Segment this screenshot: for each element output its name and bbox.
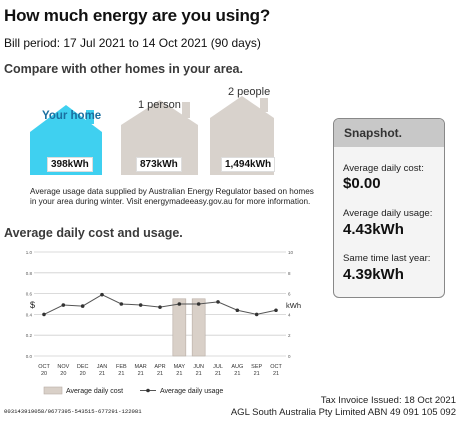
- left-tick-label: 0.2: [26, 333, 33, 338]
- left-tick-label: 0.0: [26, 354, 33, 359]
- x-tick-label-month: OCT: [270, 364, 282, 370]
- cost-bar: [172, 298, 187, 357]
- snapshot-cost-value: $0.00: [343, 175, 381, 192]
- snapshot-usage-value: 4.43kWh: [343, 221, 404, 238]
- usage-point: [216, 300, 220, 304]
- usage-note: Average usage data supplied by Australia…: [30, 187, 314, 207]
- barcode-text: 003143919058/0677395-543515-677291-12208…: [4, 408, 142, 415]
- legend-cost-swatch: [43, 386, 63, 395]
- x-tick-label-month: MAR: [135, 364, 147, 370]
- snapshot-last-year-value: 4.39kWh: [343, 266, 404, 283]
- x-tick-label-month: OCT: [38, 364, 50, 370]
- x-tick-label-year: 21: [234, 371, 240, 377]
- usage-point: [177, 302, 182, 306]
- tax-invoice-date: Tax Invoice Issued: 18 Oct 2021: [320, 395, 456, 406]
- usage-point: [80, 304, 85, 308]
- usage-point: [42, 312, 46, 317]
- right-tick-label: 8: [288, 271, 291, 276]
- x-tick-label-year: 21: [157, 371, 163, 377]
- x-tick-label-month: SEP: [251, 364, 262, 370]
- your-home-kwh: 398kWh: [47, 157, 93, 172]
- x-tick-label-year: 21: [196, 371, 202, 377]
- x-tick-label-year: 21: [176, 371, 182, 377]
- x-tick-label-year: 20: [80, 371, 86, 377]
- x-tick-label-month: NOV: [57, 364, 69, 370]
- house-label-two-people: 2 people: [228, 86, 271, 98]
- x-tick-label-year: 21: [118, 371, 124, 377]
- left-tick-label: 0.6: [26, 292, 33, 297]
- bill-period: Bill period: 17 Jul 2021 to 14 Oct 2021 …: [4, 36, 261, 50]
- x-tick-label-year: 21: [273, 371, 279, 377]
- one-person-chimney: [182, 102, 190, 118]
- cost-usage-chart: 0.0 00.2 20.4 40.6 60.8 81.0 10$ kWhOCT20NOV20D…: [26, 250, 301, 395]
- snapshot-usage-label: Average daily usage:: [343, 208, 433, 219]
- usage-point: [158, 305, 162, 309]
- usage-point: [235, 308, 240, 313]
- x-tick-label-year: 20: [60, 371, 66, 377]
- right-tick-label: 6: [288, 292, 291, 297]
- right-tick-label: 4: [288, 312, 291, 317]
- x-tick-label-month: DEC: [77, 364, 89, 370]
- snapshot-last-year-label: Same time last year:: [343, 253, 431, 264]
- left-tick-label: 0.8: [26, 271, 33, 276]
- usage-line: [43, 294, 277, 315]
- x-tick-label-year: 21: [254, 371, 260, 377]
- x-tick-label-year: 20: [41, 371, 47, 377]
- x-tick-label-year: 21: [215, 371, 221, 377]
- one-person-kwh: 873kWh: [136, 157, 182, 172]
- compare-title: Compare with other homes in your area.: [4, 62, 243, 76]
- chart-title: Average daily cost and usage.: [4, 226, 183, 240]
- usage-point: [274, 308, 278, 313]
- house-label-one-person: 1 person: [138, 99, 181, 111]
- two-people-kwh: 1,494kWh: [221, 157, 276, 172]
- left-tick-label: 0.4: [26, 312, 33, 317]
- snapshot-title: Snapshot.: [334, 119, 444, 147]
- x-tick-label-month: JUL: [213, 364, 223, 370]
- house-label-your-home: Your home: [42, 110, 102, 122]
- right-axis-label: kWh: [286, 301, 301, 310]
- right-tick-label: 0: [288, 354, 291, 359]
- left-axis-label: $: [30, 300, 35, 310]
- x-tick-label-month: MAY: [174, 364, 186, 370]
- two-people-chimney: [260, 98, 268, 112]
- legend-cost-label: Average daily cost: [66, 388, 123, 395]
- right-tick-label: 10: [288, 250, 294, 255]
- x-tick-label-month: APR: [154, 364, 165, 370]
- right-tick-label: 2: [288, 333, 291, 338]
- x-tick-label-month: FEB: [116, 364, 127, 370]
- x-tick-label-month: AUG: [231, 364, 243, 370]
- x-tick-label-year: 21: [99, 371, 105, 377]
- usage-point: [61, 303, 66, 307]
- company-abn: AGL South Australia Pty Limited ABN 49 0…: [230, 407, 456, 418]
- x-tick-label-month: JUN: [193, 364, 204, 370]
- usage-point: [100, 292, 104, 297]
- your-home-chimney: [86, 110, 94, 124]
- snapshot-cost-label: Average daily cost:: [343, 163, 424, 174]
- usage-point: [119, 302, 124, 306]
- usage-point: [138, 303, 143, 307]
- usage-point: [196, 302, 201, 306]
- legend-usage-label: Average daily usage: [160, 388, 223, 395]
- legend-usage-marker: [146, 388, 150, 393]
- x-tick-label-month: JAN: [97, 364, 107, 370]
- usage-point: [254, 312, 259, 317]
- page-title: How much energy are you using?: [4, 6, 271, 25]
- cost-bar: [191, 298, 206, 357]
- x-tick-label-year: 21: [138, 371, 144, 377]
- two-people-house-icon: [210, 96, 274, 175]
- snapshot-panel: Snapshot. Average daily cost: $0.00 Aver…: [333, 118, 445, 298]
- left-tick-label: 1.0: [26, 250, 33, 255]
- one-person-house-icon: [121, 100, 198, 175]
